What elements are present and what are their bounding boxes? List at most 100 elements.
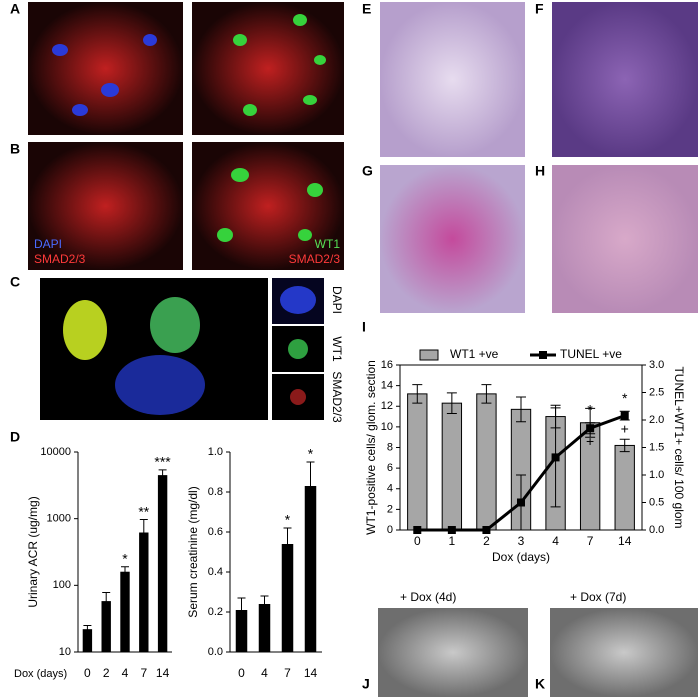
error-bar: [412, 384, 423, 404]
bar: [120, 571, 130, 652]
image-label: WT1: [330, 336, 344, 362]
x-axis-label: Dox (days): [492, 550, 550, 564]
legend-swatch: [419, 349, 439, 361]
tick-label: 16: [381, 359, 393, 371]
y-axis-label: Urinary ACR (ug/mg): [26, 496, 40, 607]
bar: [281, 544, 294, 652]
nuclei: [290, 389, 306, 405]
y-axis-label: Serum creatinine (mg/dl): [186, 486, 200, 617]
bar: [476, 393, 497, 531]
error-bar: [516, 396, 526, 423]
bar: [235, 610, 248, 652]
x-tick-label: 14: [618, 534, 632, 548]
panel-label: E: [362, 1, 371, 17]
bar: [614, 444, 635, 531]
micrograph: [28, 142, 183, 270]
x-tick-label: 7: [140, 666, 147, 680]
legend-label: TUNEL +ve: [560, 347, 622, 361]
point: [586, 424, 595, 433]
panel-label: F: [535, 1, 544, 17]
bar: [441, 402, 463, 531]
x-tick-label: 4: [261, 666, 268, 680]
bar: [258, 604, 271, 652]
x-tick-label: 14: [304, 666, 318, 680]
error-bar: [237, 597, 246, 623]
tick-label: 0.0: [649, 524, 664, 536]
bar: [157, 475, 168, 652]
micrograph: [552, 165, 698, 313]
significance: *: [285, 512, 291, 528]
panel-label: J: [362, 676, 370, 692]
image-label: SMAD2/3: [330, 371, 344, 423]
nuclei: [233, 14, 326, 116]
x-tick-label: 4: [552, 534, 559, 548]
y2-axis-label: TUNEL+WT1+ cells/ 100 glom: [672, 366, 686, 528]
x-tick-label: 14: [156, 666, 170, 680]
image-label: DAPI: [330, 286, 344, 314]
panel-label: G: [362, 163, 373, 179]
x-axis-label: Dox (days): [14, 668, 67, 680]
error-bar: [306, 461, 315, 511]
nuclei: [52, 34, 157, 116]
x-tick-label: 2: [103, 666, 110, 680]
tick-label: 0.8: [208, 486, 223, 498]
bar: [82, 629, 93, 652]
significance: ***: [154, 454, 171, 470]
error-bar: [283, 527, 292, 561]
glomerulus: [150, 297, 200, 353]
tick-label: 1.0: [208, 446, 223, 458]
error-bar: [446, 392, 457, 414]
tick-label: 2.0: [649, 414, 664, 426]
image-label: DAPI: [34, 237, 62, 251]
x-tick-label: 4: [122, 666, 129, 680]
image-title: + Dox (7d): [570, 590, 626, 604]
panel-label: I: [362, 319, 366, 335]
tick-label: 1000: [47, 513, 71, 525]
point: [517, 498, 525, 507]
tick-label: 1.0: [649, 469, 664, 481]
significance: *: [622, 390, 628, 406]
tubule: [115, 355, 205, 415]
error-bar: [158, 469, 167, 483]
micrograph: [28, 2, 183, 135]
panel-label: C: [10, 274, 20, 290]
tick-label: 100: [53, 579, 71, 591]
x-tick-label: 0: [84, 666, 91, 680]
significance: *: [122, 550, 128, 566]
x-tick-label: 0: [414, 534, 421, 548]
micrograph: [380, 165, 525, 313]
tick-label: 4: [387, 483, 393, 495]
tick-label: 0.0: [208, 646, 223, 658]
error-bar: [260, 595, 269, 613]
point: [620, 411, 629, 420]
micrograph: [192, 2, 344, 135]
panel-label: H: [535, 163, 545, 179]
tick-label: 0.2: [208, 606, 223, 618]
tick-label: 2: [387, 503, 393, 515]
x-tick-label: 7: [587, 534, 594, 548]
tick-label: 10: [381, 421, 393, 433]
panel-label: A: [10, 1, 20, 17]
image-label: WT1: [315, 237, 341, 251]
significance: **: [138, 503, 149, 519]
nuclei: [280, 286, 316, 314]
tick-label: 2.5: [649, 386, 664, 398]
tick-label: 3.0: [649, 359, 664, 371]
micrograph: [380, 2, 525, 157]
error-bar: [139, 519, 148, 558]
significance: +: [586, 433, 594, 449]
error-bar: [83, 624, 92, 634]
nuclei: [217, 168, 323, 242]
bar: [101, 601, 111, 652]
point: [482, 526, 491, 534]
bar: [304, 486, 317, 652]
glomerulus: [63, 300, 107, 360]
tick-label: 0.5: [649, 496, 664, 508]
tick-label: 6: [387, 462, 393, 474]
point: [447, 526, 456, 534]
error-bar: [481, 384, 492, 404]
bar: [139, 532, 149, 652]
image-title: + Dox (4d): [400, 590, 456, 604]
x-tick-label: 7: [284, 666, 291, 680]
